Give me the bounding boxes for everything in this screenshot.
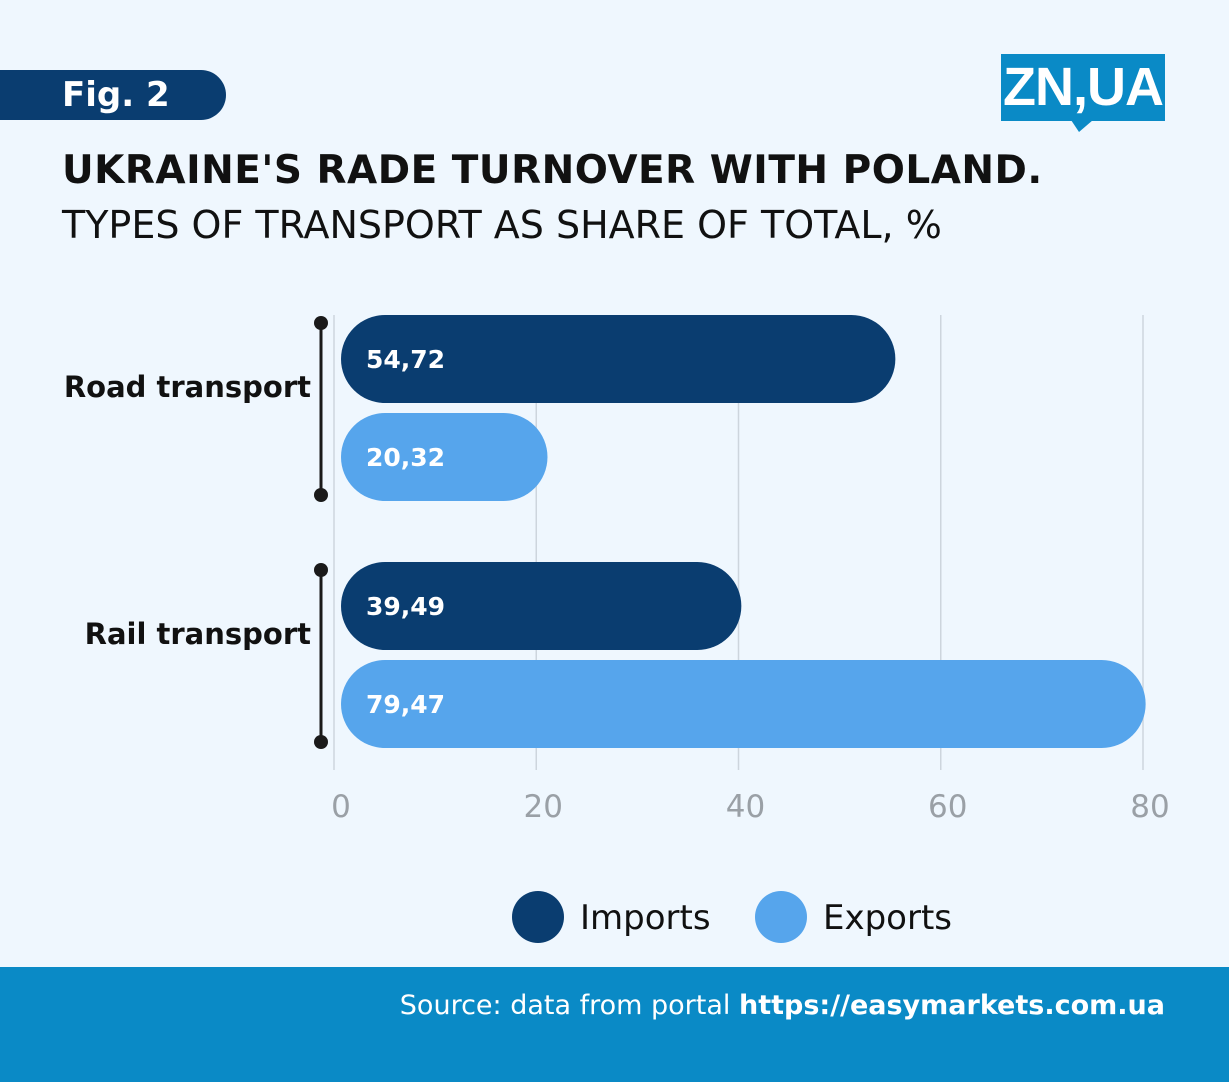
legend-swatch-imports	[512, 891, 564, 943]
bar-imports	[341, 562, 742, 650]
bar-value-label: 79,47	[366, 690, 445, 719]
bar-value-label: 54,72	[366, 345, 445, 374]
source-note: Source: data from portal https://easymar…	[400, 990, 1165, 1021]
chart-subtitle: TYPES OF TRANSPORT AS SHARE OF TOTAL, %	[62, 203, 942, 247]
zn-ua-logo: ZN,UA	[1001, 54, 1165, 132]
legend-swatch-exports	[755, 891, 807, 943]
bar-imports	[341, 315, 896, 403]
x-tick-label: 80	[1130, 789, 1169, 825]
bar-exports	[341, 660, 1146, 748]
category-label: Road transport	[64, 370, 311, 404]
figure-label: Fig. 2	[0, 70, 226, 120]
bar-value-label: 39,49	[366, 592, 445, 621]
footer-band	[0, 967, 1229, 1082]
bracket-dot	[314, 563, 328, 577]
bracket-dot	[314, 316, 328, 330]
x-tick-label: 60	[928, 789, 967, 825]
bar-chart: 0 20 40 60 80 Road transport 54,72 20,32 Rail tr…	[64, 315, 1170, 943]
source-prefix: Source: data from portal	[399, 990, 739, 1021]
legend-label: Exports	[823, 898, 952, 938]
x-tick-label: 20	[524, 789, 563, 825]
bar-exports	[341, 413, 548, 501]
bar-value-label: 20,32	[366, 443, 445, 472]
chart-title: UKRAINE'S RADE TURNOVER WITH POLAND.	[62, 148, 1043, 193]
x-tick-label: 40	[726, 789, 765, 825]
source-link[interactable]: https://easymarkets.com.ua	[739, 990, 1165, 1021]
bracket-dot	[314, 735, 328, 749]
x-tick-label: 0	[331, 789, 351, 825]
bracket-dot	[314, 488, 328, 502]
legend-label: Imports	[580, 898, 711, 938]
category-label: Rail transport	[85, 617, 312, 651]
